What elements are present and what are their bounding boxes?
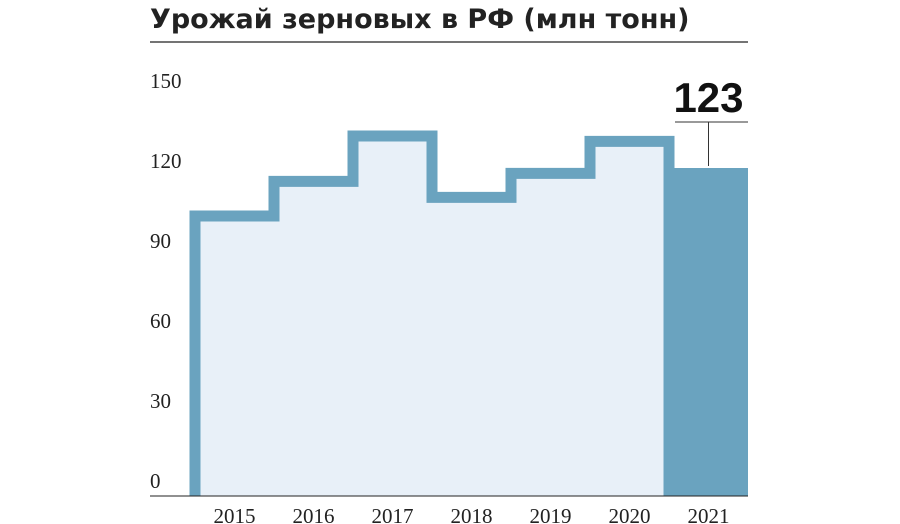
- y-tick-label: 30: [150, 389, 171, 413]
- x-tick-label: 2017: [372, 504, 414, 524]
- value-label: 123: [673, 74, 743, 121]
- y-tick-label: 90: [150, 229, 171, 253]
- step-area: [432, 197, 511, 497]
- y-tick-label: 120: [150, 149, 182, 173]
- step-area: [511, 173, 590, 497]
- y-tick-label: 150: [150, 69, 182, 93]
- step-area: [274, 181, 353, 497]
- highlight-bar: [669, 168, 748, 496]
- y-tick-label: 0: [150, 469, 161, 493]
- x-tick-label: 2018: [451, 504, 493, 524]
- step-area: [353, 136, 432, 496]
- y-tick-label: 60: [150, 309, 171, 333]
- x-tick-label: 2015: [214, 504, 256, 524]
- x-tick-label: 2020: [609, 504, 651, 524]
- step-area: [195, 216, 274, 496]
- chart-title: Урожай зерновых в РФ (млн тонн): [150, 4, 690, 35]
- x-tick-label: 2016: [293, 504, 335, 524]
- step-area: [590, 141, 669, 497]
- step-line: [189, 130, 675, 496]
- x-tick-label: 2021: [688, 504, 730, 524]
- x-tick-label: 2019: [530, 504, 572, 524]
